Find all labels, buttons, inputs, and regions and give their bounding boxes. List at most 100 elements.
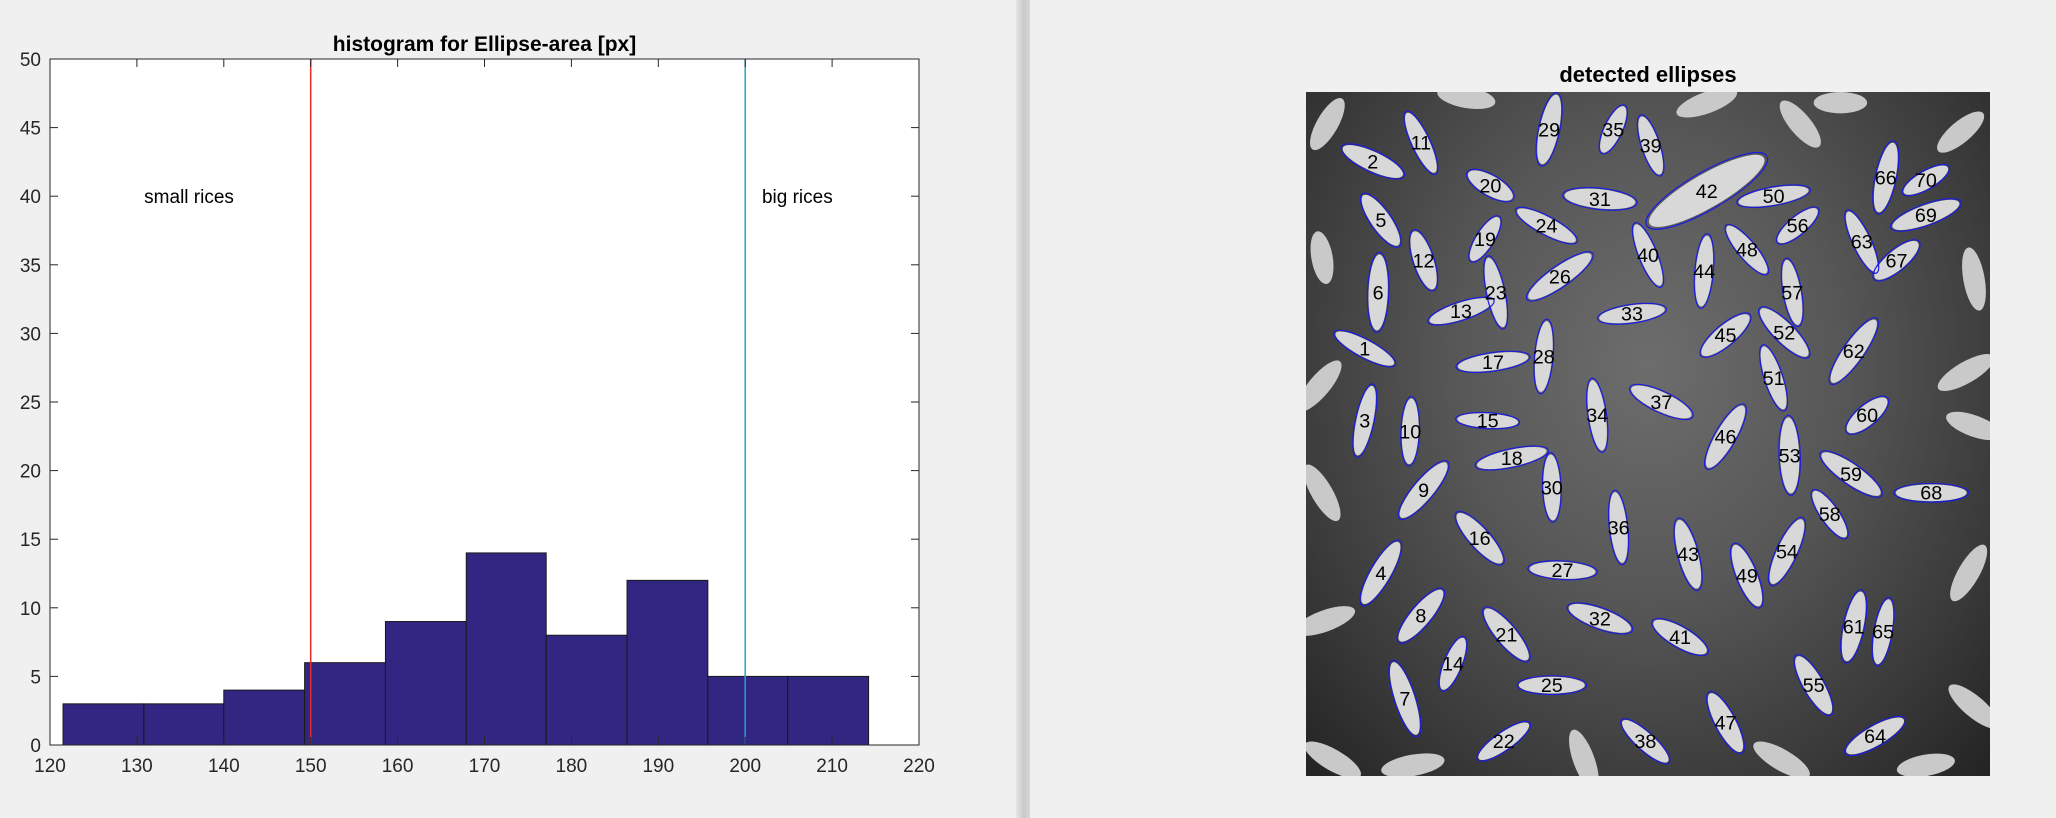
ellipse-outline-51: [1759, 344, 1789, 412]
ellipse-outline-36: [1607, 489, 1630, 566]
ellipse-label-39: 39: [1640, 135, 1662, 157]
rice-grain: [1353, 385, 1376, 456]
rice-grain: [1398, 589, 1444, 642]
ellipse-outline-12: [1408, 229, 1439, 292]
ellipse-label-11: 11: [1411, 133, 1432, 155]
ellipse-outline-47: [1706, 690, 1745, 755]
rice-grain: [1306, 606, 1356, 636]
ellipse-label-61: 61: [1843, 616, 1865, 638]
rice-grain: [1469, 216, 1501, 261]
ellipse-outline-70: [1901, 163, 1951, 197]
rice-grain: [1950, 544, 1988, 602]
ellipse-outline-39: [1636, 114, 1665, 177]
rice-grain: [1478, 722, 1530, 761]
histogram-bar-3: [223, 689, 306, 746]
ellipse-label-51: 51: [1763, 368, 1785, 390]
rice-image: 1 2 3 4 5 6 7 8 9 10 11 12 13 14 15 16 17 18 19 20 21 22 23 24 2…: [1306, 92, 1990, 776]
ellipse-outline-43: [1673, 517, 1703, 592]
rice-grain: [1310, 98, 1345, 151]
y-tick-label: 25: [20, 393, 41, 414]
ellipse-outline-30: [1541, 452, 1562, 523]
x-tick-label: 150: [295, 756, 327, 777]
rice-grain: [1896, 753, 1955, 776]
ellipse-outline-52: [1757, 306, 1811, 359]
ellipse-outline-56: [1775, 206, 1820, 245]
ellipse-outline-57: [1780, 257, 1804, 328]
ellipse-outline-45: [1699, 312, 1752, 358]
rice-grain: [1483, 608, 1529, 661]
ellipse-outline-26: [1525, 251, 1594, 302]
ellipse-outline-46: [1704, 403, 1747, 471]
x-tick-label: 200: [729, 756, 761, 777]
rice-grain: [1457, 352, 1529, 372]
x-tick-label: 190: [642, 756, 674, 777]
ellipse-outline-9: [1397, 460, 1450, 521]
ellipse-label-49: 49: [1736, 566, 1758, 588]
ellipse-label-57: 57: [1781, 282, 1803, 304]
rice-grain: [1368, 254, 1388, 331]
rice-grain: [1528, 253, 1592, 300]
ellipse-label-15: 15: [1477, 411, 1499, 433]
histogram-bar-1: [62, 703, 145, 746]
ellipse-label-34: 34: [1586, 405, 1608, 427]
rice-grain: [1726, 225, 1768, 274]
ellipse-label-64: 64: [1864, 726, 1886, 748]
ellipse-outline-38: [1620, 718, 1671, 765]
ellipse-label-24: 24: [1535, 216, 1557, 238]
image-title: detected ellipses: [1559, 62, 1737, 87]
ellipse-outline-55: [1793, 654, 1834, 717]
panel-divider[interactable]: [1016, 0, 1030, 818]
ellipse-outline-54: [1767, 516, 1807, 587]
ellipse-outline-67: [1872, 239, 1921, 282]
x-tick-label: 220: [903, 756, 935, 777]
ellipse-outline-59: [1819, 450, 1883, 498]
ellipse-label-53: 53: [1779, 445, 1801, 467]
rice-grain: [1830, 319, 1877, 383]
axis-ticks: 120 130 140 150 160 170 180 190 200 210 220 0 5 10 15 2…: [20, 50, 935, 777]
rice-grain: [1760, 346, 1787, 410]
x-tick-label: 180: [556, 756, 588, 777]
y-tick-label: 15: [20, 530, 41, 551]
ellipse-label-30: 30: [1541, 477, 1563, 499]
ellipse-label-45: 45: [1714, 325, 1736, 347]
rice-grain: [1439, 637, 1467, 690]
rice-grain: [1759, 308, 1809, 357]
ellipse-label-5: 5: [1375, 210, 1386, 232]
histogram-bar-2: [143, 703, 225, 746]
x-tick-label: 170: [469, 756, 501, 777]
ellipse-label-44: 44: [1693, 261, 1715, 283]
rice-grain: [1731, 544, 1763, 607]
rice-grain: [1401, 398, 1419, 465]
ellipse-outline-13: [1427, 296, 1495, 326]
rice-grain: [1410, 231, 1437, 290]
rice-grain: [1534, 321, 1553, 392]
rice-grain: [1738, 185, 1809, 207]
histogram-title: histogram for Ellipse-area [px]: [333, 33, 636, 56]
ellipse-label-16: 16: [1469, 528, 1491, 550]
rice-grain: [1675, 519, 1702, 589]
rice-grain: [1467, 170, 1513, 201]
rice-grain: [1543, 454, 1561, 521]
histogram-bar-10: [787, 675, 870, 746]
rice-grain: [1892, 199, 1960, 231]
rice-grain: [1948, 684, 1990, 729]
ellipse-outline-49: [1729, 542, 1764, 609]
histogram-bar-7: [545, 634, 628, 746]
ellipse-label-4: 4: [1375, 563, 1386, 585]
rice-grain: [1484, 257, 1507, 328]
ellipse-label-3: 3: [1359, 411, 1370, 433]
ellipse-label-56: 56: [1787, 216, 1809, 238]
rice-grain: [1457, 413, 1519, 429]
ellipse-label-65: 65: [1872, 622, 1894, 644]
rice-grain: [1779, 417, 1800, 494]
rice-grain: [1389, 662, 1420, 735]
y-tick-label: 50: [20, 50, 41, 71]
annotation-2: big rices: [762, 187, 833, 208]
rice-grain: [1903, 165, 1949, 195]
rice-grain: [1701, 314, 1750, 357]
rice-grain: [1638, 116, 1664, 175]
ellipse-label-41: 41: [1669, 627, 1691, 649]
ellipse-outline-6: [1366, 251, 1390, 334]
ellipse-labels: 1234567891011121314151617181920212223242…: [1359, 119, 1942, 753]
y-tick-label: 5: [30, 667, 41, 688]
